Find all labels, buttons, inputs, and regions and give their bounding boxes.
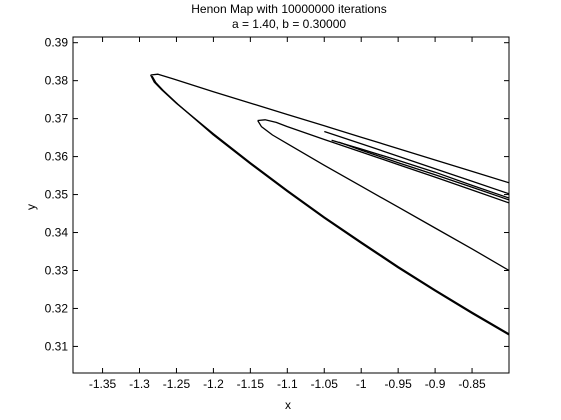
x-tick-label: -0.85	[458, 377, 486, 391]
plot-frame	[72, 36, 510, 374]
y-tick-label: 0.32	[45, 301, 69, 315]
x-tick-label: -1.15	[237, 377, 265, 391]
x-tick-label: -1.2	[203, 377, 224, 391]
attractor-branch-2	[150, 74, 509, 335]
x-tick-label: -0.9	[425, 377, 446, 391]
attractor-branch-3	[151, 75, 509, 336]
y-tick-label: 0.31	[45, 339, 69, 353]
y-axis-label: y	[24, 204, 38, 210]
y-tick-label: 0.37	[45, 112, 69, 126]
chart-subtitle: a = 1.40, b = 0.30000	[232, 17, 346, 31]
y-tick-label: 0.39	[45, 36, 69, 50]
x-axis-label: x	[285, 398, 291, 412]
x-tick-label: -1.35	[89, 377, 117, 391]
attractor-branch-4	[257, 119, 509, 204]
attractor-branch-6	[324, 130, 509, 195]
x-tick-label: -0.95	[384, 377, 412, 391]
x-tick-label: -1.1	[277, 377, 298, 391]
y-tick-label: 0.33	[45, 263, 69, 277]
y-tick-label: 0.36	[45, 150, 69, 164]
axes-ticks-layer: -1.35 -1.3 -1.25 -1.2 -1.15 -1.1 -1.05 -1 -0.95-…	[45, 36, 509, 391]
y-tick-label: 0.35	[45, 188, 69, 202]
x-tick-label: -1.3	[129, 377, 150, 391]
y-tick-label: 0.34	[45, 226, 69, 240]
attractor-branch-7	[331, 139, 509, 199]
attractor-branch-1	[150, 73, 509, 184]
plot-data-layer	[150, 73, 509, 336]
attractor-branch-5	[257, 120, 509, 272]
x-tick-label: -1	[356, 377, 367, 391]
x-tick-label: -1.25	[163, 377, 191, 391]
attractor-branch-8	[338, 141, 509, 201]
chart-title: Henon Map with 10000000 iterations	[191, 2, 386, 16]
x-tick-label: -1.05	[311, 377, 339, 391]
y-tick-label: 0.38	[45, 74, 69, 88]
